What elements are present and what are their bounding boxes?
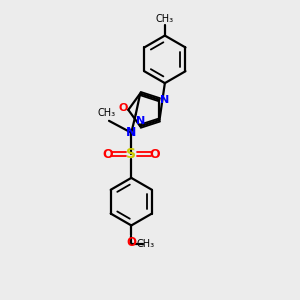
Text: O: O	[149, 148, 160, 160]
Text: O: O	[126, 236, 136, 249]
Text: S: S	[126, 147, 136, 161]
Text: N: N	[136, 116, 145, 126]
Text: O: O	[103, 148, 113, 160]
Text: N: N	[126, 126, 136, 139]
Text: CH₃: CH₃	[98, 108, 116, 118]
Text: O: O	[118, 103, 128, 113]
Text: CH₃: CH₃	[156, 14, 174, 24]
Text: N: N	[160, 95, 169, 105]
Text: CH₃: CH₃	[136, 239, 155, 249]
